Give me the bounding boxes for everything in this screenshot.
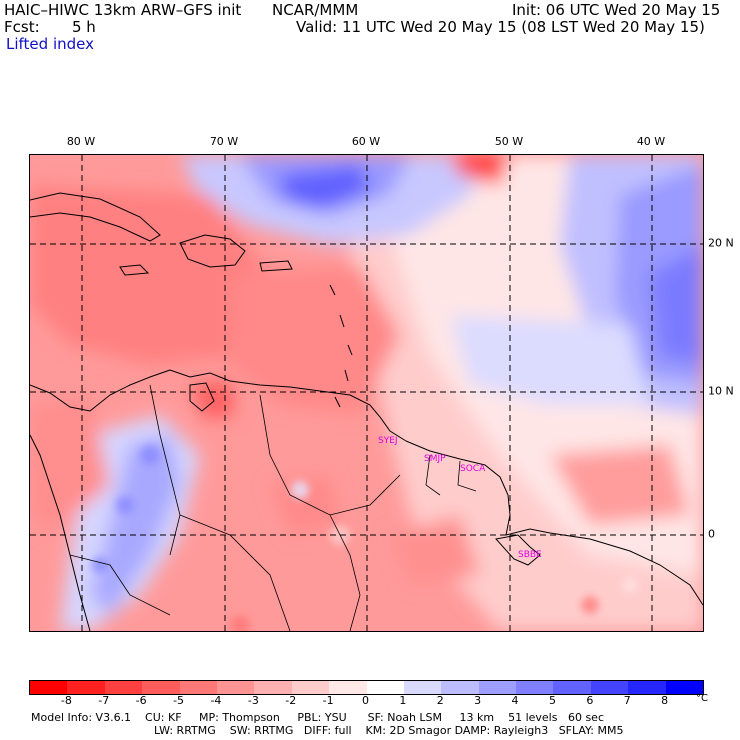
- colorbar-cell: [291, 681, 330, 694]
- lon-label-50w: 50 W: [494, 135, 524, 148]
- colorbar-tick-label: -6: [135, 694, 147, 707]
- colorbar-tick-label: -5: [173, 694, 185, 707]
- colorbar-tick-label: 0: [362, 694, 369, 707]
- lat-label-20n: 20 N: [708, 236, 734, 250]
- colorbar-cell: [30, 681, 68, 694]
- station-smjp: SMJP: [424, 454, 446, 464]
- lon-label-60w: 60 W: [351, 135, 381, 148]
- lat-label-eq: 0: [708, 527, 715, 541]
- colorbar-cell: [590, 681, 629, 694]
- init-time: Init: 06 UTC Wed 20 May 15: [512, 1, 721, 19]
- colorbar-cell: [553, 681, 591, 694]
- valid-time: Valid: 11 UTC Wed 20 May 15 (08 LST Wed …: [296, 18, 705, 36]
- colorbar-cell: [142, 681, 180, 694]
- colorbar-tick-label: 6: [586, 694, 594, 707]
- colorbar-tick-label: 4: [511, 694, 519, 707]
- colorbar-cell: [216, 681, 255, 694]
- station-soca: SOCA: [460, 464, 486, 474]
- colorbar-tick-label: -4: [210, 694, 222, 707]
- colorbar-tick-label: 8: [661, 694, 669, 707]
- coastlines: [30, 192, 703, 631]
- field-name: Lifted index: [6, 35, 94, 53]
- colorbar-tick-label: -7: [98, 694, 110, 707]
- colorbar-tick-label: 5: [548, 694, 556, 707]
- colorbar-cell: [665, 681, 704, 694]
- colorbar-cell: [329, 681, 367, 694]
- graticule: [30, 155, 703, 631]
- colorbar-tick-label: -1: [322, 694, 334, 707]
- colorbar-tick-label: 3: [474, 694, 482, 707]
- lat-label-10n: 10 N: [708, 384, 734, 398]
- colorbar-tick-label: 2: [436, 694, 444, 707]
- colorbar-cell: [628, 681, 666, 694]
- field-shading: [30, 155, 703, 631]
- colorbar-tick-label: -8: [60, 694, 72, 707]
- colorbar-tick-label: 1: [399, 694, 407, 707]
- forecast-label: Fcst:: [4, 18, 40, 36]
- colorbar-cell: [67, 681, 105, 694]
- station-sbbe: SBBE: [518, 550, 542, 560]
- lifted-index-map: SYEJ SMJP SOCA SBBE: [29, 154, 704, 632]
- colorbar-cell: [254, 681, 292, 694]
- model-info-line2: LW: RRTMG SW: RRTMG DIFF: full KM: 2D Sm…: [154, 724, 624, 737]
- lon-label-70w: 70 W: [209, 135, 239, 148]
- forecast-value: 5 h: [72, 18, 96, 36]
- colorbar-tick-label: 7: [623, 694, 631, 707]
- org-label: NCAR/MMM: [272, 1, 359, 19]
- colorbar-cell: [403, 681, 442, 694]
- model-title: HAIC–HIWC 13km ARW–GFS init: [4, 1, 242, 19]
- colorbar: [29, 680, 704, 695]
- colorbar-cell: [104, 681, 143, 694]
- colorbar-unit: °C: [696, 693, 708, 704]
- colorbar-cell: [478, 681, 517, 694]
- colorbar-cell: [516, 681, 554, 694]
- colorbar-cell: [179, 681, 217, 694]
- colorbar-tick-label: -2: [285, 694, 297, 707]
- colorbar-cell: [441, 681, 479, 694]
- lon-label-80w: 80 W: [66, 135, 96, 148]
- station-syej: SYEJ: [378, 436, 398, 446]
- model-info-line1: Model Info: V3.6.1 CU: KF MP: Thompson P…: [31, 711, 604, 724]
- field-detail: [92, 445, 638, 631]
- map-svg: SYEJ SMJP SOCA SBBE: [30, 155, 703, 631]
- colorbar-cell: [366, 681, 404, 694]
- lon-label-40w: 40 W: [636, 135, 666, 148]
- colorbar-tick-label: -3: [247, 694, 259, 707]
